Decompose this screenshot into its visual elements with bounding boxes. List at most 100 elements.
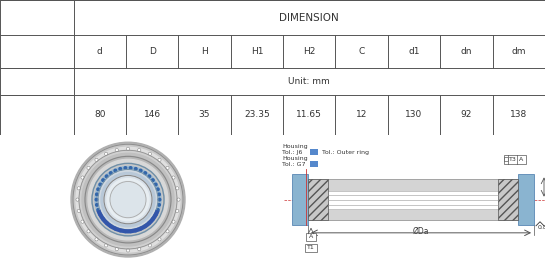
Circle shape [105, 175, 108, 178]
Text: 0.8: 0.8 [538, 225, 545, 230]
Circle shape [102, 218, 105, 220]
Circle shape [82, 153, 174, 246]
Circle shape [85, 156, 171, 243]
Circle shape [77, 187, 80, 190]
Bar [308, 191, 518, 209]
Circle shape [107, 178, 149, 221]
Circle shape [110, 225, 112, 228]
Circle shape [148, 175, 150, 178]
Text: Unit: mm: Unit: mm [288, 77, 330, 86]
Circle shape [77, 209, 80, 212]
Text: H1: H1 [251, 47, 263, 56]
Circle shape [152, 179, 154, 181]
Circle shape [105, 244, 108, 247]
Circle shape [115, 148, 118, 152]
Circle shape [92, 163, 164, 236]
Text: dn: dn [461, 47, 472, 56]
Text: 80: 80 [94, 110, 106, 119]
Circle shape [98, 170, 158, 230]
Circle shape [95, 166, 161, 233]
Circle shape [148, 244, 152, 247]
Circle shape [102, 179, 105, 181]
Text: Tol.: G7: Tol.: G7 [282, 162, 306, 167]
Circle shape [158, 158, 161, 161]
Circle shape [135, 168, 137, 170]
Circle shape [71, 142, 185, 257]
Circle shape [99, 183, 101, 186]
Circle shape [152, 218, 154, 220]
Circle shape [140, 227, 142, 230]
Circle shape [119, 168, 122, 170]
Text: 23.35: 23.35 [244, 110, 270, 119]
Circle shape [105, 222, 108, 224]
Circle shape [81, 176, 84, 179]
Text: Tol.: J6: Tol.: J6 [282, 150, 302, 155]
Circle shape [175, 209, 179, 212]
Circle shape [115, 248, 118, 251]
Circle shape [88, 159, 168, 240]
Text: Housing: Housing [282, 144, 307, 149]
Circle shape [81, 220, 84, 223]
Circle shape [110, 172, 112, 174]
Circle shape [156, 188, 159, 191]
Circle shape [95, 204, 98, 206]
Text: D: D [149, 47, 155, 56]
Bar [292, 174, 308, 225]
Text: 12: 12 [356, 110, 367, 119]
Circle shape [177, 198, 180, 201]
Text: Housing: Housing [282, 156, 307, 161]
Text: 11.65: 11.65 [296, 110, 322, 119]
Circle shape [124, 167, 126, 169]
Circle shape [144, 172, 147, 174]
Circle shape [87, 230, 90, 233]
Circle shape [101, 172, 155, 227]
Circle shape [73, 144, 183, 255]
Circle shape [138, 248, 141, 251]
Circle shape [110, 181, 146, 218]
Text: d: d [97, 47, 102, 56]
Text: 138: 138 [510, 110, 528, 119]
Circle shape [158, 193, 160, 196]
Text: Tol.: Outer ring: Tol.: Outer ring [322, 150, 369, 155]
Bar [310, 149, 318, 155]
Circle shape [126, 249, 130, 252]
Text: H: H [201, 47, 208, 56]
Text: ØDa: ØDa [413, 227, 429, 236]
Bar [308, 179, 518, 220]
Circle shape [158, 198, 161, 201]
Text: T3: T3 [508, 157, 517, 162]
Circle shape [148, 152, 152, 155]
Circle shape [158, 238, 161, 241]
Circle shape [126, 147, 130, 150]
Circle shape [172, 176, 175, 179]
Circle shape [95, 158, 98, 161]
Circle shape [154, 213, 157, 216]
Circle shape [114, 227, 117, 230]
Circle shape [138, 148, 141, 152]
Bar [308, 179, 328, 220]
Bar [498, 179, 518, 220]
Text: C: C [359, 47, 365, 56]
Text: 146: 146 [143, 110, 161, 119]
Circle shape [166, 166, 169, 170]
Circle shape [95, 198, 98, 201]
Circle shape [140, 169, 142, 172]
Bar [306, 233, 316, 241]
Circle shape [166, 230, 169, 233]
Text: 130: 130 [405, 110, 423, 119]
Bar [518, 174, 534, 225]
Circle shape [124, 230, 126, 232]
Circle shape [156, 209, 159, 211]
Text: A: A [309, 234, 313, 239]
Circle shape [95, 193, 98, 196]
Circle shape [129, 230, 132, 232]
Circle shape [97, 188, 100, 191]
Circle shape [105, 152, 108, 155]
Circle shape [76, 147, 180, 252]
Circle shape [154, 183, 157, 186]
Circle shape [148, 222, 150, 224]
Bar [310, 161, 318, 167]
Circle shape [144, 225, 147, 228]
Circle shape [175, 187, 179, 190]
Circle shape [97, 209, 100, 211]
